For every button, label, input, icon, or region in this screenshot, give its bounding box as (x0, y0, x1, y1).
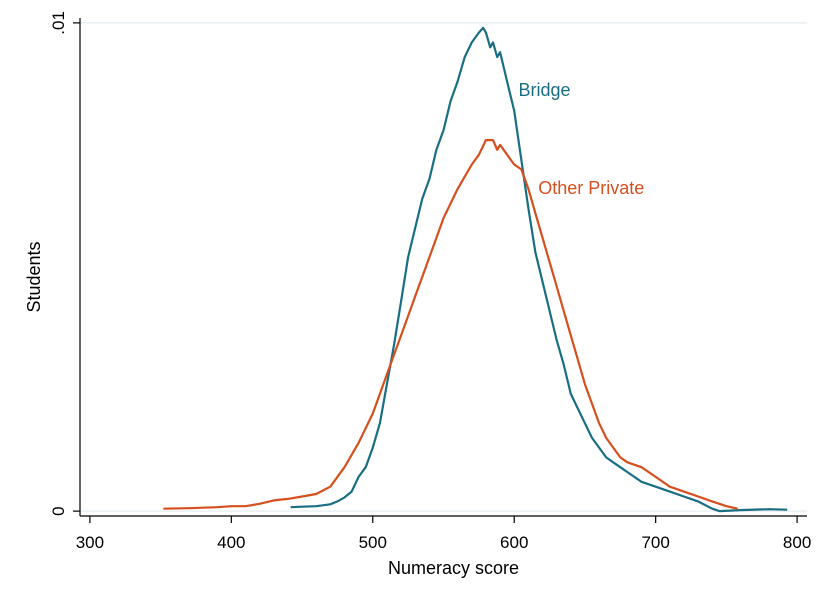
x-axis-title: Numeracy score (388, 558, 519, 578)
series-line (290, 26, 788, 513)
series-labels: Bridge Other Private (518, 80, 644, 198)
axes: 300 400 500 600 700 800 0 .01 (49, 11, 811, 552)
x-tick-label: 700 (641, 533, 669, 552)
y-axis-title: Students (24, 241, 44, 312)
y-tick-label: .01 (49, 11, 68, 35)
series-label: Other Private (538, 178, 644, 198)
series-line (163, 139, 738, 510)
x-tick-label: 500 (359, 533, 387, 552)
x-tick-label: 800 (783, 533, 811, 552)
gridlines (80, 22, 807, 512)
x-tick-label: 300 (76, 533, 104, 552)
x-tick-label: 600 (500, 533, 528, 552)
x-tick-label: 400 (217, 533, 245, 552)
y-tick-label: 0 (49, 506, 68, 515)
series-lines (163, 26, 788, 513)
series-label: Bridge (518, 80, 570, 100)
